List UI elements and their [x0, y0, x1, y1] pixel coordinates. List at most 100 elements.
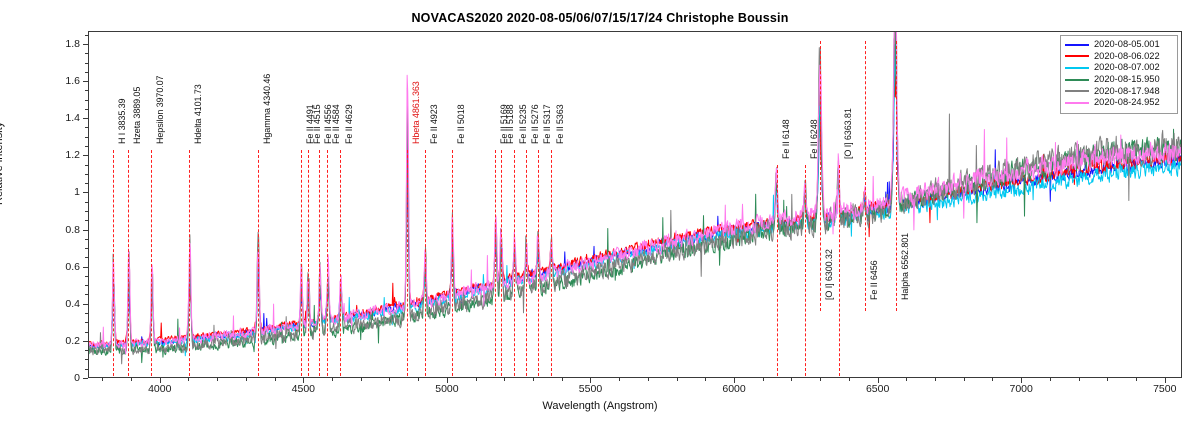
x-minor-tick — [762, 378, 764, 381]
spectral-line-marker — [151, 150, 153, 376]
y-tick-mark — [83, 378, 88, 379]
x-axis-title: Wavelength (Angstrom) — [542, 400, 658, 412]
x-tick-mark — [1164, 378, 1166, 383]
spectral-line-marker — [805, 165, 807, 376]
x-minor-tick — [647, 378, 649, 381]
x-minor-tick — [963, 378, 965, 381]
spectral-line-label: Fe II 5276 — [530, 104, 541, 144]
legend-label: 2020-08-17.948 — [1094, 85, 1160, 96]
y-tick-label: 0.6 — [65, 260, 80, 273]
x-minor-tick — [619, 378, 621, 381]
spectral-line-label: H I 3835.39 — [116, 98, 127, 144]
legend-label: 2020-08-07.002 — [1094, 62, 1160, 73]
x-minor-tick — [533, 378, 535, 381]
spectral-line-label: Fe II 4923 — [428, 104, 439, 144]
spectral-line-marker — [340, 150, 342, 376]
spectral-line-label: Hbeta 4861.363 — [411, 81, 422, 144]
x-minor-tick — [1107, 378, 1109, 381]
spectral-line-marker — [127, 150, 129, 376]
x-tick-mark — [734, 378, 736, 383]
x-minor-tick — [504, 378, 506, 381]
spectral-line-label: Fe II 4584 — [331, 104, 342, 144]
plot-area — [88, 31, 1182, 378]
spectrum-trace — [89, 44, 1181, 346]
x-tick-mark — [159, 378, 161, 383]
spectral-line-marker — [895, 41, 897, 311]
x-minor-tick — [245, 378, 247, 381]
spectral-line-marker — [319, 150, 321, 376]
legend-color-swatch — [1065, 90, 1089, 93]
x-tick-mark — [877, 378, 879, 383]
spectral-line-label: Fe II 4515 — [311, 104, 322, 144]
legend-label: 2020-08-24.952 — [1094, 97, 1160, 108]
legend-label: 2020-08-05.001 — [1094, 39, 1160, 50]
y-tick-label: 1.8 — [65, 37, 80, 50]
legend-item[interactable]: 2020-08-24.952 — [1065, 97, 1173, 109]
spectrum-trace — [89, 32, 1181, 364]
legend-item[interactable]: 2020-08-15.950 — [1065, 74, 1173, 86]
spectrum-trace — [89, 32, 1181, 354]
y-tick-label: 1.2 — [65, 149, 80, 162]
x-tick-mark — [1021, 378, 1023, 383]
spectral-line-marker — [495, 150, 497, 376]
x-minor-tick — [475, 378, 477, 381]
spectral-line-marker — [776, 165, 778, 376]
x-minor-tick — [1049, 378, 1051, 381]
x-minor-tick — [561, 378, 563, 381]
spectral-line-marker — [526, 150, 528, 376]
legend-color-swatch — [1065, 66, 1089, 69]
spectral-line-marker — [327, 150, 329, 376]
legend-item[interactable]: 2020-08-05.001 — [1065, 39, 1173, 51]
spectral-line-label: Fe II 5188 — [504, 104, 515, 144]
x-tick-mark — [446, 378, 448, 383]
x-minor-tick — [992, 378, 994, 381]
x-minor-tick — [1078, 378, 1080, 381]
spectral-line-label: Fe II 4629 — [344, 104, 355, 144]
spectrum-trace — [89, 44, 1181, 348]
y-tick-label: 1.6 — [65, 75, 80, 88]
spectra-canvas — [89, 32, 1181, 377]
spectral-line-marker — [514, 150, 516, 376]
spectral-line-marker — [300, 150, 302, 376]
x-tick-mark — [303, 378, 305, 383]
spectral-line-label: [O I] 6300.32 — [824, 249, 835, 300]
x-tick-mark — [590, 378, 592, 383]
legend-color-swatch — [1065, 78, 1089, 81]
y-tick-label: 0.4 — [65, 297, 80, 310]
spectral-line-label: Hepsilon 3970.07 — [155, 75, 166, 144]
spectral-line-marker — [112, 150, 114, 376]
y-tick-label: 1 — [74, 186, 80, 199]
spectral-line-marker — [407, 150, 409, 376]
spectral-line-label: Fe II 6148 — [780, 119, 791, 159]
x-minor-tick — [217, 378, 219, 381]
x-tick-label: 6000 — [722, 383, 746, 395]
legend-color-swatch — [1065, 55, 1089, 58]
x-minor-tick — [360, 378, 362, 381]
x-tick-label: 4000 — [148, 383, 172, 395]
x-minor-tick — [935, 378, 937, 381]
y-tick-label: 1.4 — [65, 112, 80, 125]
spectral-line-label: Fe II 5317 — [541, 104, 552, 144]
spectral-line-marker — [864, 41, 866, 311]
x-minor-tick — [906, 378, 908, 381]
spectrum-trace — [89, 32, 1181, 363]
x-minor-tick — [705, 378, 707, 381]
y-tick-label: 0.8 — [65, 223, 80, 236]
x-minor-tick — [1136, 378, 1138, 381]
legend-item[interactable]: 2020-08-06.022 — [1065, 51, 1173, 63]
legend-item[interactable]: 2020-08-17.948 — [1065, 85, 1173, 97]
spectral-line-marker — [307, 150, 309, 376]
legend: 2020-08-05.001 2020-08-06.022 2020-08-07.0… — [1060, 35, 1178, 114]
spectral-line-label: Fe II 5363 — [555, 104, 566, 144]
spectral-line-marker — [551, 150, 553, 376]
x-minor-tick — [791, 378, 793, 381]
legend-label: 2020-08-06.022 — [1094, 50, 1160, 61]
x-tick-label: 4500 — [291, 383, 316, 395]
spectral-line-label: Fe II 6456 — [868, 260, 879, 300]
y-axis-title: Relative intensity — [0, 121, 5, 205]
x-minor-tick — [131, 378, 133, 381]
y-tick-label: 0.2 — [65, 334, 80, 347]
spectral-line-marker — [500, 150, 502, 376]
spectral-line-label: Hzeta 3889.05 — [131, 86, 142, 144]
legend-item[interactable]: 2020-08-07.002 — [1065, 62, 1173, 74]
